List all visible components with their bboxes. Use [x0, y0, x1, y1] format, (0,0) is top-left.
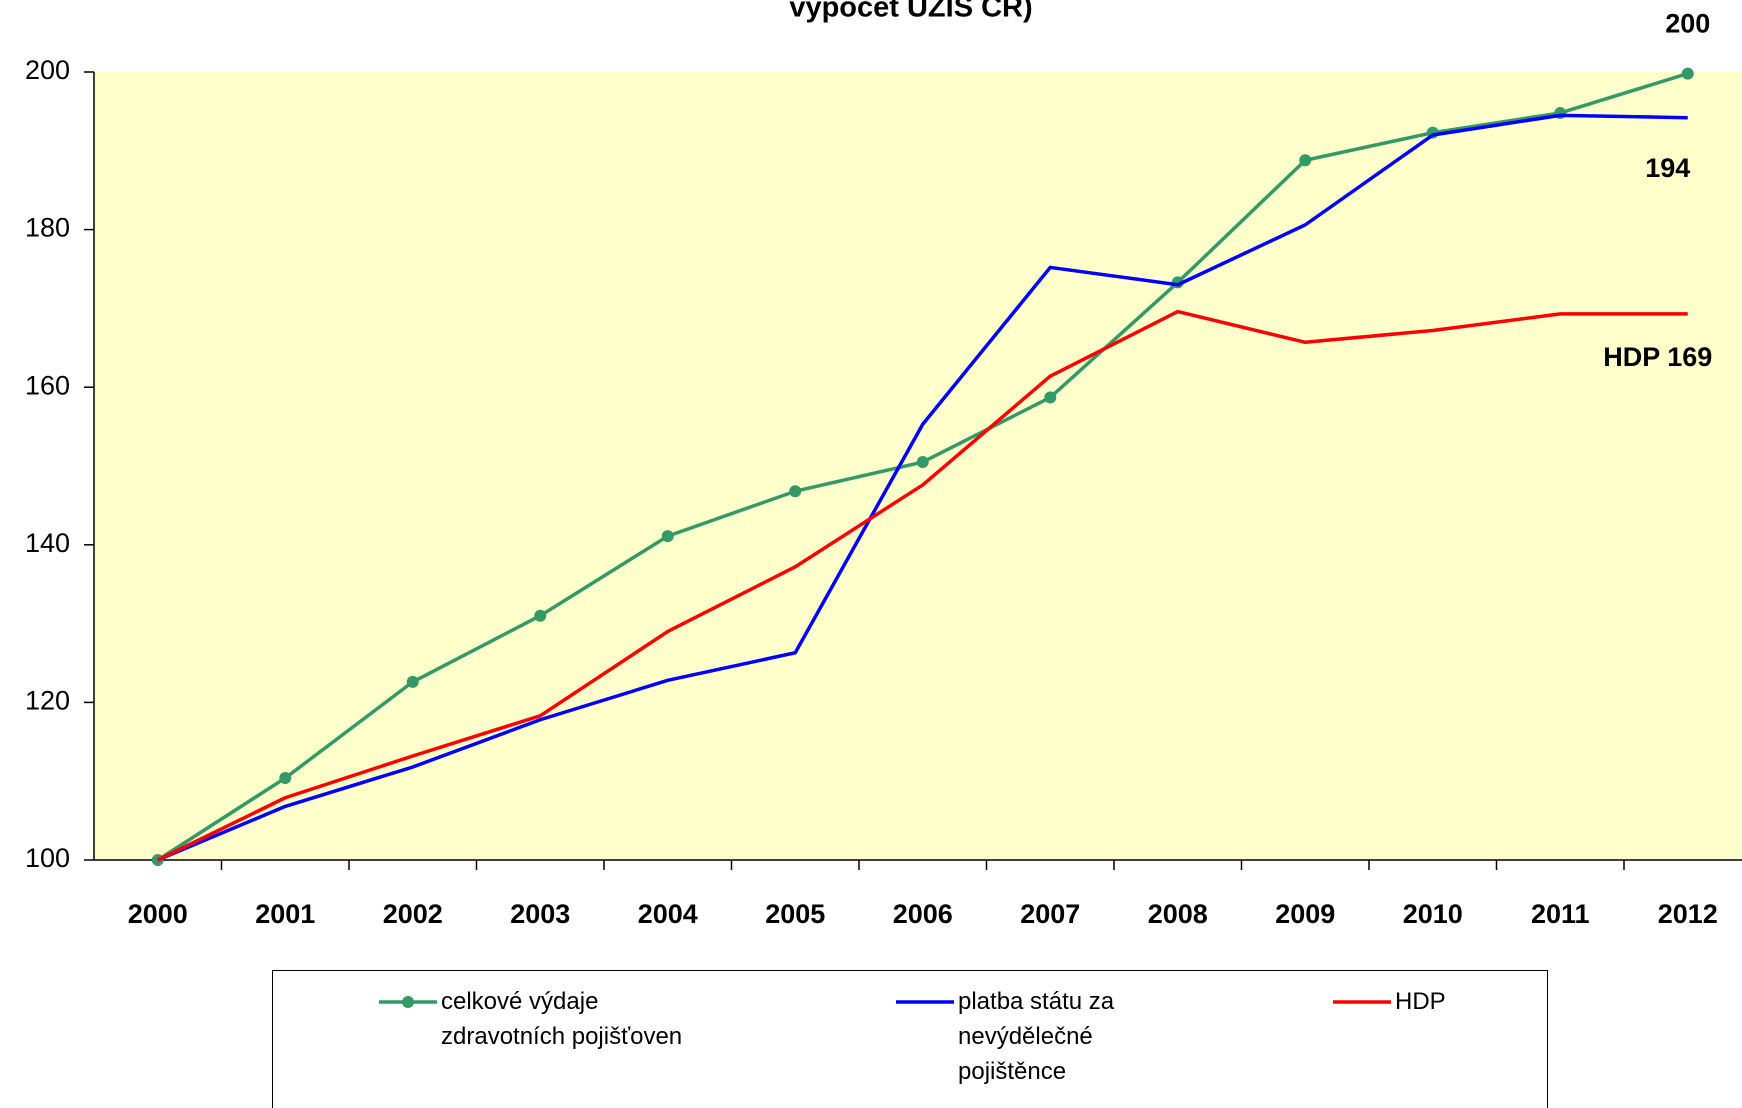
point-marker [534, 609, 547, 622]
legend-marker [402, 996, 414, 1008]
legend-symbol [1333, 1000, 1391, 1004]
y-tick-label: 140 [25, 528, 70, 558]
x-tick-label: 2001 [255, 899, 315, 929]
x-tick-label: 2009 [1275, 899, 1335, 929]
point-marker [406, 675, 419, 688]
legend: celkové výdaje zdravotních pojišťoven pla… [272, 970, 1548, 1108]
data-label: HDP 169 [1603, 342, 1712, 372]
x-tick-label: 2008 [1148, 899, 1208, 929]
point-marker [916, 456, 929, 469]
legend-label: celkové výdaje zdravotních pojišťoven [441, 988, 683, 1050]
point-marker [1681, 67, 1694, 80]
x-tick-label: 2012 [1658, 899, 1718, 929]
y-tick-label: 120 [25, 686, 70, 716]
point-marker [279, 772, 292, 785]
y-tick-label: 100 [25, 843, 70, 873]
x-tick-label: 2000 [128, 899, 188, 929]
point-marker [1299, 154, 1312, 167]
point-marker [789, 485, 802, 498]
x-tick-label: 2010 [1403, 899, 1463, 929]
series-line [157, 113, 1688, 862]
x-tick-label: 2002 [383, 899, 443, 929]
point-marker [661, 530, 674, 543]
x-tick-label: 2003 [510, 899, 570, 929]
chart-title: výpočet ÚZIS ČR) [789, 0, 1032, 24]
series-line [156, 309, 1688, 862]
y-tick-label: 180 [25, 213, 70, 243]
data-label: 200 [1665, 9, 1710, 39]
point-marker [1044, 391, 1057, 404]
x-tick-label: 2006 [893, 899, 953, 929]
plot-area [94, 72, 1742, 860]
y-tick-label: 200 [25, 55, 70, 85]
x-tick-label: 2004 [638, 899, 698, 929]
x-tick-label: 2011 [1531, 899, 1590, 929]
legend-label: platba státu za nevýdělečné pojištěnce [958, 988, 1115, 1085]
legend-symbol [379, 996, 437, 1008]
x-tick-label: 2007 [1020, 899, 1080, 929]
y-tick-label: 160 [25, 370, 70, 400]
x-tick-label: 2005 [765, 899, 825, 929]
legend-label: HDP [1395, 988, 1446, 1015]
data-label: 194 [1645, 153, 1690, 183]
legend-symbol [896, 1000, 954, 1004]
